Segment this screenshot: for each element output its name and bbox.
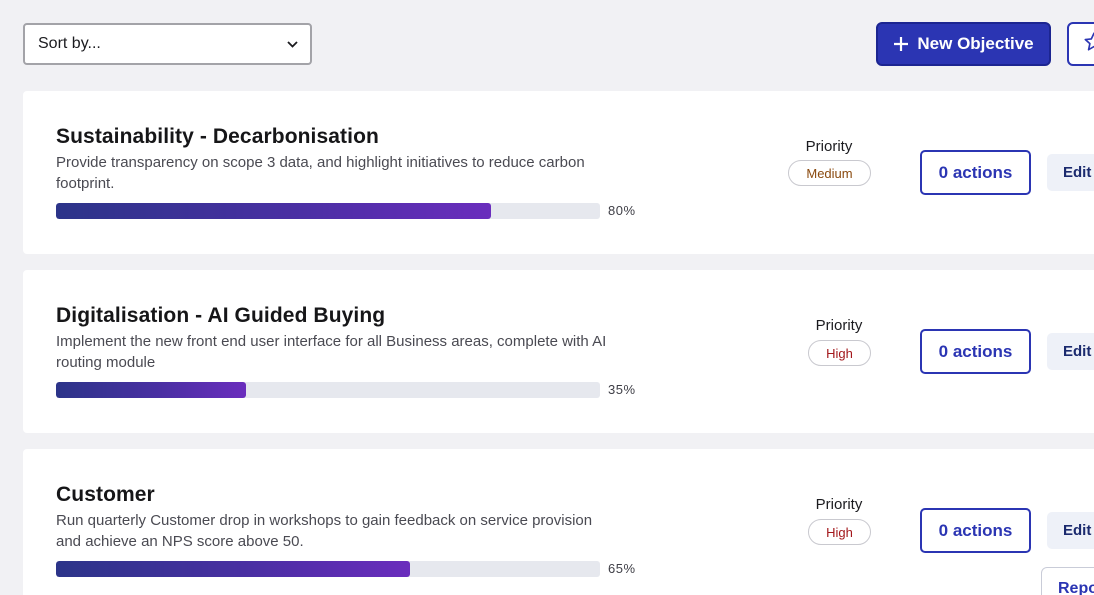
progress-percent: 80% bbox=[608, 203, 636, 218]
priority-badge: High bbox=[808, 340, 871, 366]
sort-by-label: Sort by... bbox=[38, 35, 101, 52]
favourite-button[interactable] bbox=[1067, 22, 1094, 66]
plus-icon bbox=[893, 36, 909, 52]
edit-button[interactable]: Edit bbox=[1047, 154, 1094, 191]
priority-label: Priority bbox=[815, 317, 863, 334]
objective-card: Customer Run quarterly Customer drop in … bbox=[23, 449, 1094, 595]
priority-badge: Medium bbox=[788, 160, 871, 186]
progress-percent: 65% bbox=[608, 561, 636, 576]
actions-button[interactable]: 0 actions bbox=[920, 508, 1031, 553]
sort-by-select[interactable]: Sort by... bbox=[23, 23, 312, 65]
new-objective-label: New Objective bbox=[917, 34, 1034, 53]
report-button[interactable]: Report bbox=[1041, 567, 1094, 595]
objective-title: Customer bbox=[56, 483, 155, 506]
progress-bar bbox=[56, 561, 600, 577]
objective-card: Digitalisation - AI Guided Buying Implem… bbox=[23, 270, 1094, 433]
progress-bar bbox=[56, 382, 600, 398]
progress-fill bbox=[56, 561, 410, 577]
progress-fill bbox=[56, 382, 247, 398]
objective-description: Run quarterly Customer drop in workshops… bbox=[56, 512, 593, 550]
priority-label: Priority bbox=[815, 496, 863, 513]
edit-button[interactable]: Edit bbox=[1047, 333, 1094, 370]
objective-card: Sustainability - Decarbonisation Provide… bbox=[23, 91, 1094, 254]
actions-button[interactable]: 0 actions bbox=[920, 150, 1031, 195]
objective-description: Provide transparency on scope 3 data, an… bbox=[56, 154, 585, 192]
objective-title: Digitalisation - AI Guided Buying bbox=[56, 304, 386, 327]
progress-bar bbox=[56, 203, 600, 219]
objective-title: Sustainability - Decarbonisation bbox=[56, 125, 379, 148]
actions-button[interactable]: 0 actions bbox=[920, 329, 1031, 374]
priority-badge: High bbox=[808, 519, 871, 545]
progress-percent: 35% bbox=[608, 382, 636, 397]
star-icon bbox=[1083, 31, 1094, 58]
priority-label: Priority bbox=[805, 138, 853, 155]
chevron-down-icon bbox=[286, 38, 298, 50]
edit-button[interactable]: Edit bbox=[1047, 512, 1094, 549]
objective-description: Implement the new front end user interfa… bbox=[56, 333, 607, 371]
progress-fill bbox=[56, 203, 492, 219]
new-objective-button[interactable]: New Objective bbox=[876, 22, 1051, 66]
